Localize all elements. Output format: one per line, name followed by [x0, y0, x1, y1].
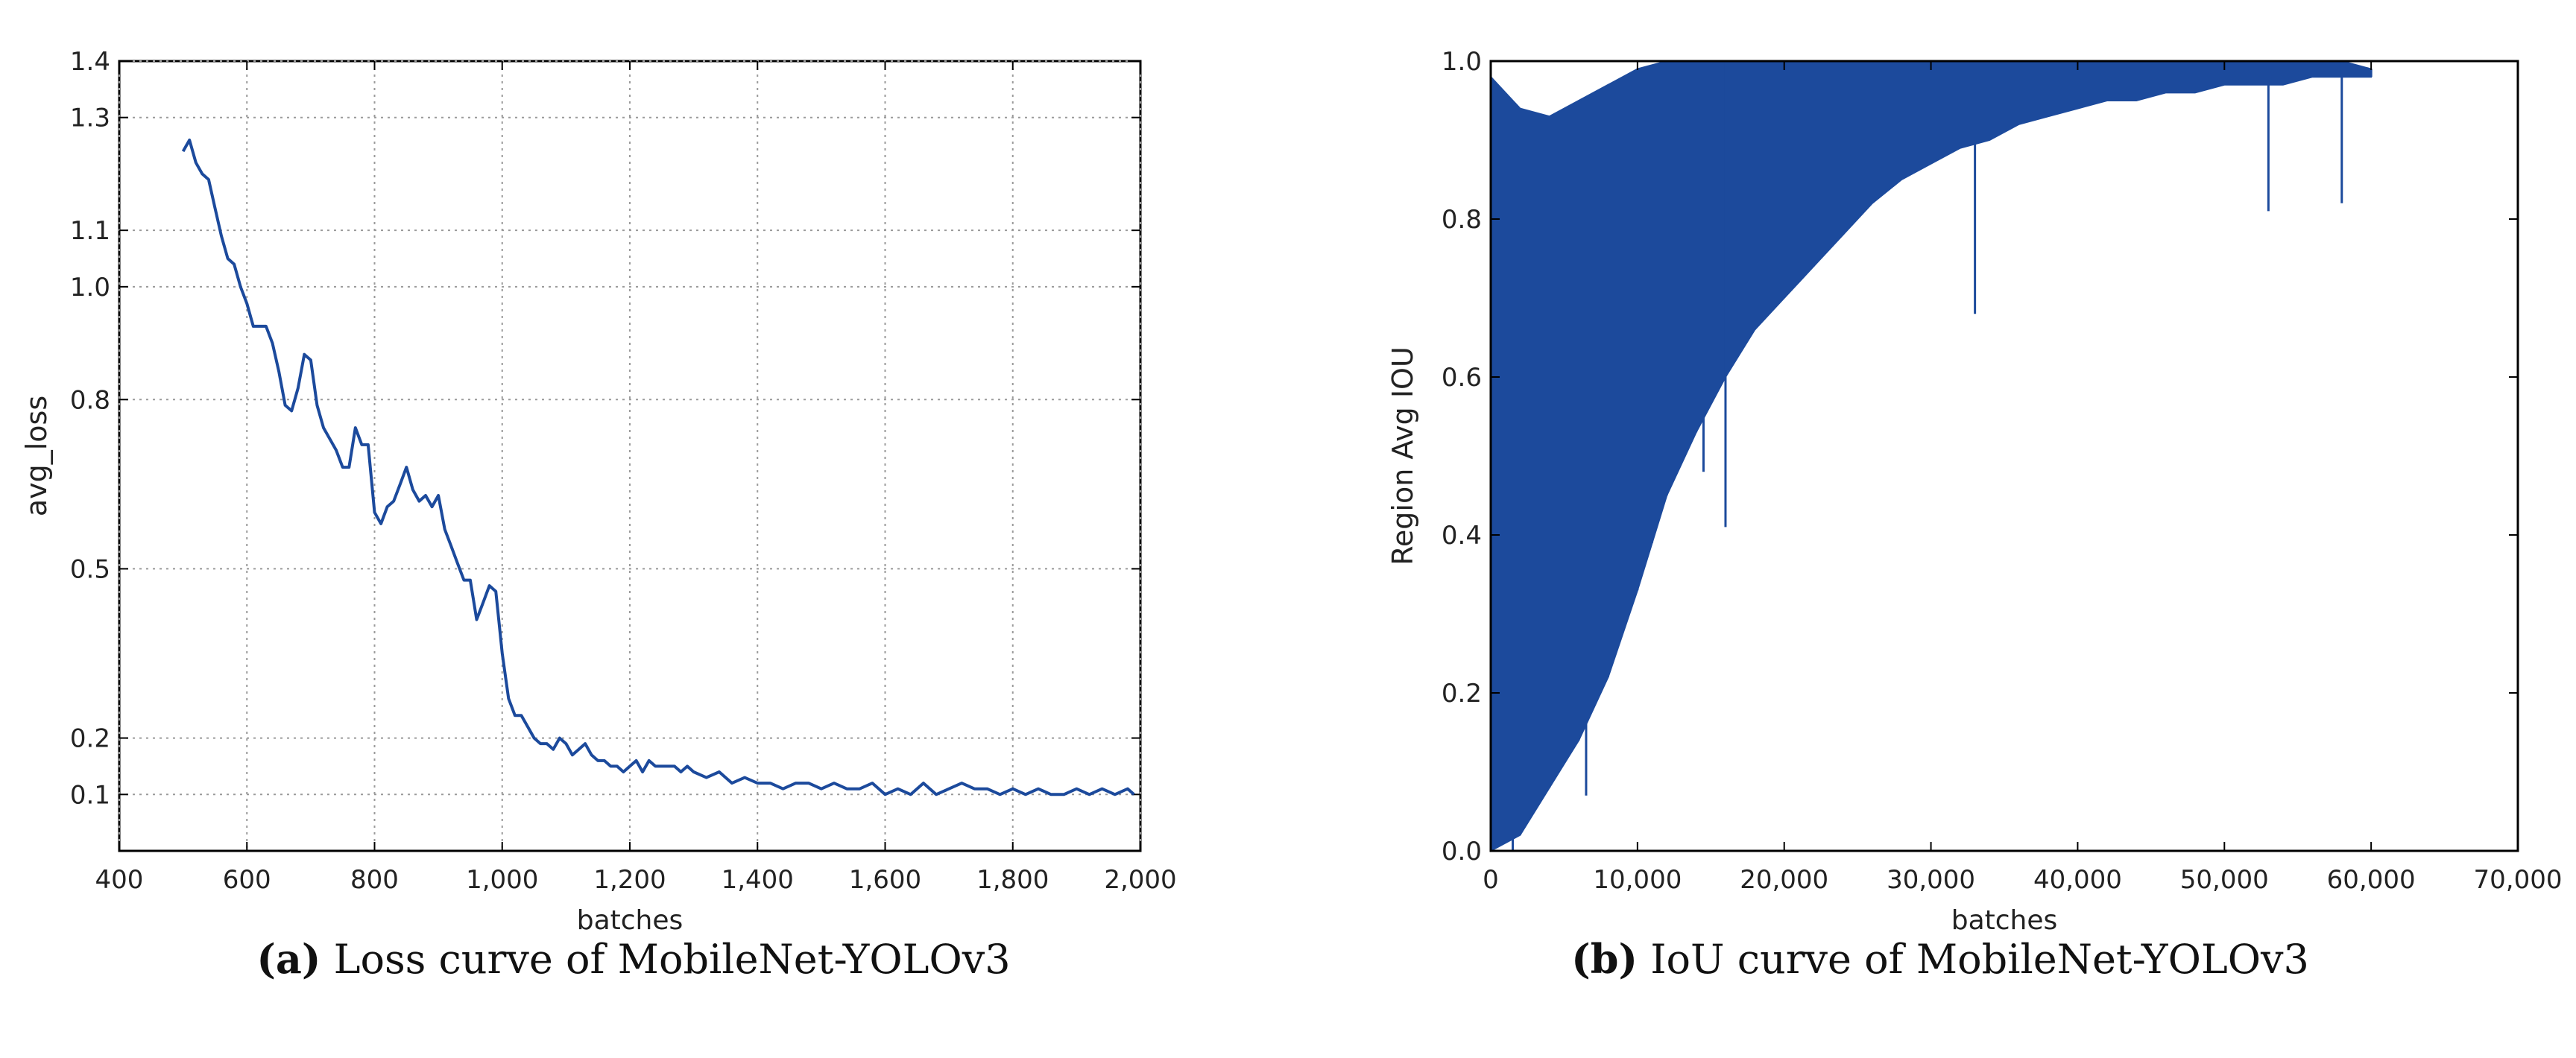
iou-chart: 0 10,000 20,000 30,000 40,000 50,000 60,000 70,…: [1386, 47, 2562, 936]
iou-x-tick-label: 40,000: [2033, 865, 2122, 895]
iou-y-axis-label: Region Avg IOU: [1386, 346, 1419, 566]
loss-y-tick-label: 1.1: [70, 216, 110, 246]
iou-band-area: [1490, 60, 2373, 852]
caption-a-text: Loss curve of MobileNet-YOLOv3: [333, 936, 1011, 983]
iou-ticks: 0 10,000 20,000 30,000 40,000 50,000 60,000 70,…: [1442, 47, 2563, 895]
caption-a-letter: (a): [256, 935, 321, 983]
caption-a: (a) Loss curve of MobileNet-YOLOv3: [0, 935, 1267, 983]
iou-plot-frame: [1489, 60, 2519, 852]
loss-x-tick-label: 1,200: [593, 865, 666, 895]
iou-x-axis-label: batches: [1951, 905, 2058, 936]
loss-series-line: [181, 139, 1135, 796]
loss-x-tick-label: 1,400: [722, 865, 794, 895]
iou-series-band: [1489, 60, 2373, 852]
loss-x-tick-label: 1,000: [466, 865, 538, 895]
caption-b-letter: (b): [1571, 935, 1638, 983]
loss-y-tick-label: 1.0: [70, 273, 110, 302]
iou-x-tick-label: 20,000: [1740, 865, 1828, 895]
loss-x-tick-label: 600: [223, 865, 271, 895]
loss-ticks: 400 600 800 1,000 1,200 1,400 1,600 1,800 2,000 0…: [70, 47, 1177, 895]
iou-series-spikes: [1512, 61, 2343, 851]
loss-x-tick-label: 2,000: [1104, 865, 1176, 895]
loss-series-points: [183, 139, 1134, 795]
caption-b: (b) IoU curve of MobileNet-YOLOv3: [1304, 935, 2576, 983]
iou-y-tick-label: 0.2: [1442, 679, 1482, 709]
loss-y-tick-label: 0.1: [70, 780, 110, 810]
iou-x-tick-label: 0: [1483, 865, 1499, 895]
loss-y-tick-label: 1.4: [70, 47, 110, 77]
loss-chart: 400 600 800 1,000 1,200 1,400 1,600 1,800 2,000 0…: [20, 47, 1177, 936]
caption-b-text: IoU curve of MobileNet-YOLOv3: [1650, 936, 2309, 983]
loss-x-tick-label: 800: [350, 865, 399, 895]
iou-y-tick-label: 1.0: [1442, 47, 1482, 77]
loss-y-axis-label: avg_loss: [20, 396, 53, 516]
loss-y-tick-label: 1.3: [70, 104, 110, 133]
iou-y-tick-label: 0.4: [1442, 521, 1482, 551]
iou-x-tick-label: 50,000: [2180, 865, 2269, 895]
loss-y-tick-label: 0.5: [70, 554, 110, 584]
iou-x-tick-label: 10,000: [1593, 865, 1682, 895]
loss-x-tick-label: 1,600: [849, 865, 921, 895]
loss-grid: [119, 60, 1141, 851]
iou-x-tick-label: 70,000: [2474, 865, 2563, 895]
loss-x-tick-label: 400: [95, 865, 144, 895]
iou-x-tick-label: 60,000: [2327, 865, 2416, 895]
iou-y-tick-label: 0.0: [1442, 837, 1482, 867]
iou-y-tick-label: 0.6: [1442, 363, 1482, 393]
iou-x-tick-label: 30,000: [1887, 865, 1975, 895]
iou-y-tick-label: 0.8: [1442, 205, 1482, 235]
loss-x-tick-label: 1,800: [976, 865, 1049, 895]
loss-y-tick-label: 0.2: [70, 724, 110, 754]
loss-y-tick-label: 0.8: [70, 385, 110, 415]
loss-x-axis-label: batches: [577, 905, 684, 936]
